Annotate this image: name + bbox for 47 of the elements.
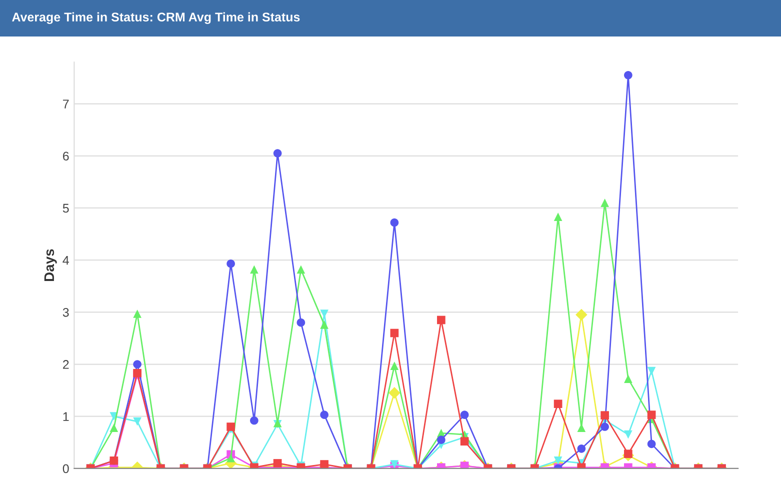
- point: [390, 218, 399, 227]
- point: [388, 387, 400, 399]
- point: [437, 316, 446, 324]
- point: [320, 410, 328, 419]
- point: [133, 310, 142, 318]
- point: [624, 70, 632, 80]
- point: [460, 410, 469, 419]
- point: [390, 362, 399, 370]
- point: [624, 450, 632, 458]
- point: [133, 360, 142, 368]
- y-tick-label: 3: [62, 308, 69, 317]
- point: [110, 424, 118, 432]
- point: [600, 422, 609, 431]
- point: [576, 308, 588, 321]
- point: [624, 430, 632, 439]
- point: [320, 320, 328, 329]
- point: [273, 149, 282, 158]
- point: [554, 212, 562, 222]
- point: [250, 416, 258, 425]
- point: [460, 437, 469, 446]
- y-axis-title: Days: [44, 249, 57, 281]
- point: [437, 436, 446, 444]
- point: [296, 318, 306, 327]
- point: [296, 265, 306, 274]
- y-tick-label: 5: [62, 204, 69, 213]
- y-tick-label: 1: [63, 412, 69, 421]
- point: [647, 440, 656, 448]
- point: [390, 328, 399, 338]
- point: [647, 410, 656, 419]
- y-tick-label: 4: [62, 256, 69, 265]
- point: [226, 422, 235, 431]
- y-tick-label: 7: [63, 100, 69, 108]
- y-tick-label: 0: [62, 464, 69, 474]
- y-tick-label: 6: [63, 152, 69, 161]
- point: [554, 400, 562, 408]
- point: [250, 265, 258, 274]
- point: [577, 444, 586, 453]
- point: [554, 456, 562, 465]
- point: [647, 366, 656, 376]
- point: [600, 411, 609, 420]
- point: [226, 454, 235, 462]
- point: [624, 374, 632, 384]
- y-tick-label: 2: [63, 360, 69, 369]
- chart-title: Average Time in Status: CRM Avg Time in Status: [12, 12, 300, 24]
- point: [133, 417, 142, 426]
- point: [226, 260, 235, 268]
- point: [600, 198, 609, 207]
